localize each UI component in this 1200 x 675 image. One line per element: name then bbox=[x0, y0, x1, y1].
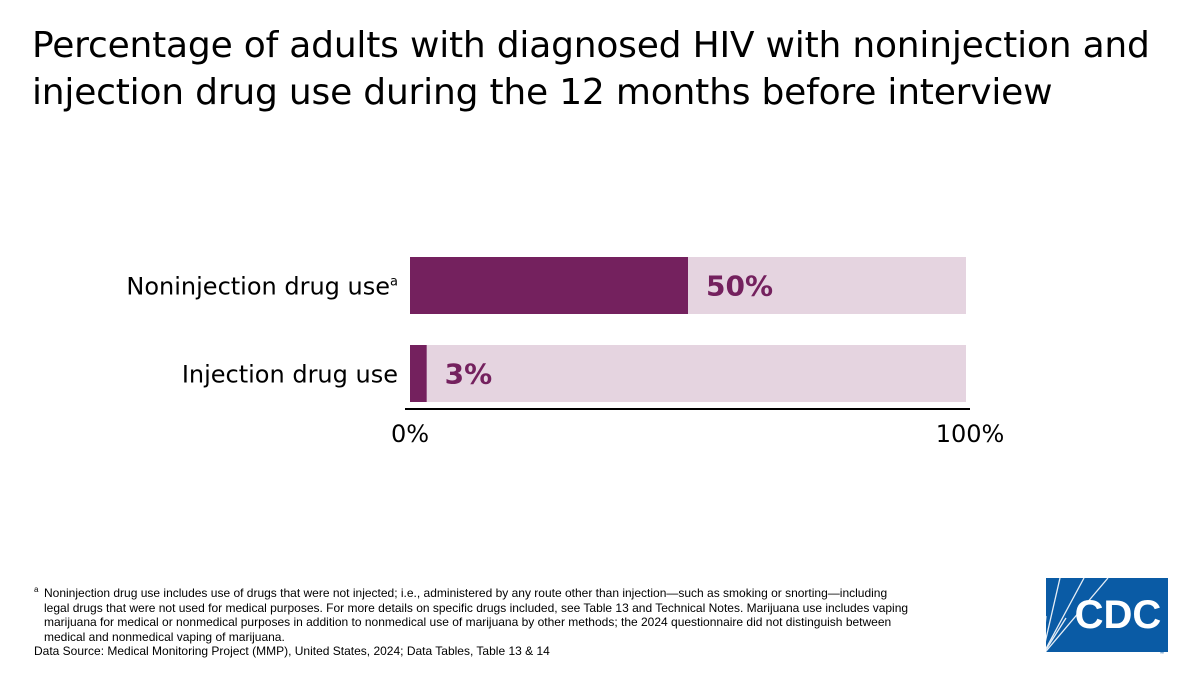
bars-layer: Noninjection drug usea 50% Injection drug … bbox=[126, 257, 966, 402]
cdc-logo-icon: CDC ™ bbox=[1046, 578, 1168, 656]
footnote-line: a Noninjection drug use includes use of … bbox=[34, 585, 914, 601]
data-source: Data Source: Medical Monitoring Project … bbox=[34, 644, 550, 658]
bar-track bbox=[410, 345, 966, 402]
footnote-marker: a bbox=[34, 585, 39, 594]
footnote-line: legal drugs that were not used for medic… bbox=[34, 601, 914, 616]
footnote-text: legal drugs that were not used for medic… bbox=[44, 600, 909, 615]
bar bbox=[410, 257, 688, 314]
footnote-text: medical and nonmedical vaping of marijua… bbox=[44, 629, 285, 644]
data-label: 3% bbox=[445, 358, 493, 391]
x-axis-ticks: 0% 100% bbox=[391, 420, 1004, 448]
footnote-text: marijuana for medical or nonmedical purp… bbox=[44, 615, 892, 629]
tick-label: 0% bbox=[391, 420, 429, 448]
footnote-marker: a bbox=[390, 275, 398, 290]
bar-chart: Noninjection drug usea 50% Injection drug … bbox=[126, 257, 1004, 448]
category-label: Injection drug use bbox=[182, 361, 398, 389]
footnote-line: medical and nonmedical vaping of marijua… bbox=[34, 630, 914, 645]
bar bbox=[410, 345, 427, 402]
tick-label: 100% bbox=[936, 420, 1005, 448]
footnote-text: Noninjection drug use includes use of dr… bbox=[44, 586, 888, 600]
category-label: Noninjection drug usea bbox=[126, 273, 398, 301]
logo-text: CDC bbox=[1075, 593, 1162, 637]
data-label: 50% bbox=[706, 270, 773, 303]
footnote-line: marijuana for medical or nonmedical purp… bbox=[34, 615, 914, 630]
svg-text:™: ™ bbox=[1159, 651, 1164, 656]
chart-title: Percentage of adults with diagnosed HIV … bbox=[32, 25, 1150, 113]
footnote: a Noninjection drug use includes use of … bbox=[34, 585, 914, 645]
